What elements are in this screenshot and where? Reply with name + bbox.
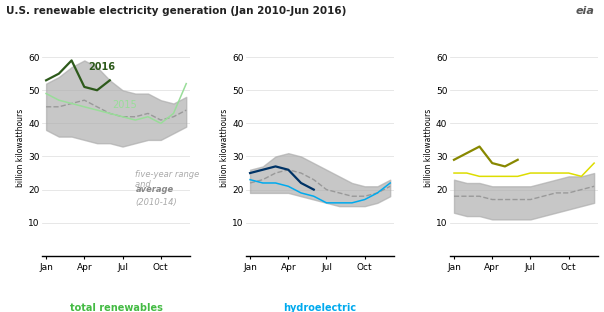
Text: eia: eia	[576, 6, 595, 16]
Text: total renewables: total renewables	[69, 303, 162, 312]
Y-axis label: billion kilowatthours: billion kilowatthours	[424, 109, 433, 187]
Text: five-year range
and: five-year range and	[135, 170, 200, 189]
Y-axis label: billion kilowatthours: billion kilowatthours	[16, 109, 25, 187]
Text: 2015: 2015	[112, 100, 137, 110]
Text: (2010-14): (2010-14)	[135, 198, 177, 207]
Text: average: average	[135, 185, 173, 194]
Y-axis label: billion kilowatthours: billion kilowatthours	[220, 109, 229, 187]
Text: U.S. renewable electricity generation (Jan 2010-Jun 2016): U.S. renewable electricity generation (J…	[6, 6, 347, 16]
Text: hydroelectric: hydroelectric	[283, 303, 357, 312]
Text: 2016: 2016	[88, 62, 115, 72]
